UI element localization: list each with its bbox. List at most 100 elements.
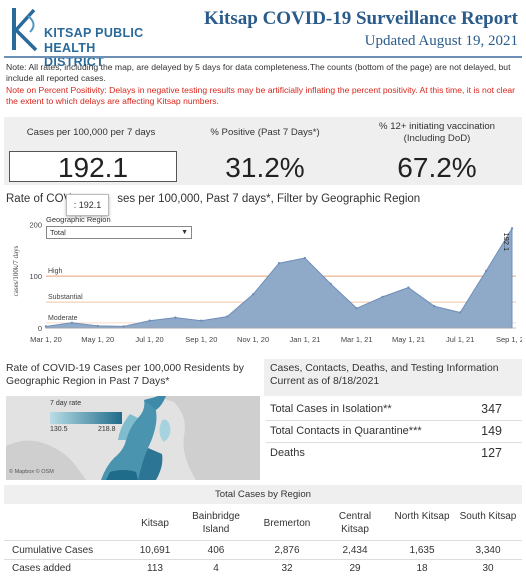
table-cell: 2,434 [342, 545, 368, 556]
region-table-divider [4, 540, 522, 541]
bainbridge-region[interactable] [159, 419, 171, 442]
cases-rate-point [148, 319, 151, 322]
x-tick-label: Sep 1, 21 [496, 335, 522, 344]
level-label: Substantial [48, 294, 83, 301]
region-map-graphic[interactable] [6, 396, 260, 480]
x-tick-label: Jan 1, 21 [289, 335, 320, 344]
cases-rate-point [484, 269, 488, 273]
cases-rate-point [510, 227, 514, 230]
chart-title-end: ses per 100,000, Past 7 days*, Filter by… [117, 193, 421, 205]
level-label: High [48, 268, 63, 275]
level-label: Moderate [48, 315, 78, 322]
cases-rate-point [44, 325, 48, 328]
x-tick-label: Jul 1, 21 [446, 335, 474, 344]
col-header-bremerton: Bremerton [263, 518, 311, 529]
info-row-deaths: Deaths 127 [266, 442, 522, 464]
kpi-cases-box[interactable] [9, 151, 177, 182]
region-filter-label: Geographic Region [46, 215, 111, 224]
logo-text-line1: KITSAP PUBLIC [44, 26, 144, 40]
info-row-label: Deaths [270, 447, 305, 459]
x-tick-label: Mar 1, 20 [30, 335, 62, 344]
y-tick-label: 200 [29, 220, 42, 229]
map-legend-title: 7 day rate [50, 400, 82, 407]
kpi-positive-label: % Positive (Past 7 Days*) [210, 127, 320, 138]
map-attribution[interactable]: © Mapbox © OSM [9, 469, 54, 475]
info-title: Cases, Contacts, Deaths, and Testing Inf… [270, 363, 499, 387]
map-legend-min: 130.5 [50, 426, 68, 433]
x-tick-label: May 1, 21 [392, 335, 425, 344]
info-row-value: 127 [481, 446, 502, 460]
cases-rate-point [459, 311, 462, 314]
header-divider [4, 56, 522, 58]
region-table-divider [4, 559, 522, 560]
cases-rate-point [70, 321, 74, 325]
x-tick-label: Jul 1, 20 [135, 335, 163, 344]
y-tick-label: 0 [38, 324, 42, 333]
kphd-logo-mark-icon [12, 8, 38, 52]
info-row-isolation: Total Cases in Isolation** 347 [266, 398, 522, 420]
kpi-vaccination-label: % 12+ initiating vaccination (Including … [379, 121, 495, 144]
cases-rate-point [381, 295, 384, 299]
table-cell: 1,635 [409, 545, 435, 556]
bremerton-region[interactable] [118, 414, 138, 440]
table-cell: 29 [349, 563, 361, 574]
x-tick-label: Sep 1, 20 [185, 335, 217, 344]
info-divider [266, 420, 522, 421]
table-cell: 3,340 [475, 545, 501, 556]
info-row-label: Total Contacts in Quarantine*** [270, 425, 422, 437]
cases-rate-point [251, 293, 255, 296]
region-filter-select[interactable]: Total ▼ [46, 226, 192, 239]
table-cell: 10,691 [139, 545, 171, 556]
cases-rate-point [407, 286, 410, 289]
kpi-positive-value: 31.2% [225, 152, 305, 183]
chart-tooltip-value: 192.1 [78, 200, 102, 210]
region-map[interactable]: 7 day rate 130.5 218.8 © Mapbox © OSM [6, 396, 260, 480]
y-axis-label: cases/100k/7 days [12, 245, 20, 296]
table-cell: 406 [207, 545, 225, 556]
kphd-logo: KITSAP PUBLIC HEALTH DISTRICT [6, 4, 156, 69]
x-tick-label: Nov 1, 20 [237, 335, 269, 344]
row-label-added: Cases added [12, 563, 71, 574]
info-header-band [264, 359, 522, 396]
logo-text-line2: HEALTH DISTRICT [44, 41, 105, 69]
note-general: Note: All rates, including the map, are … [6, 62, 511, 83]
region-table-title: Total Cases by Region [215, 489, 311, 500]
info-row-value: 149 [481, 424, 502, 438]
rate-chart[interactable]: High Substantial Moderate 0 100 200 cases/100k… [4, 212, 522, 352]
cases-rate-point [355, 307, 358, 310]
chart-tooltip: : 192.1 [66, 194, 109, 216]
cases-rate-point [277, 262, 281, 265]
table-cell: 2,876 [274, 545, 300, 556]
cases-rate-point [433, 305, 436, 308]
map-legend-max: 218.8 [98, 426, 116, 433]
x-tick-label: Mar 1, 21 [341, 335, 373, 344]
kpi-cases-label: Cases per 100,000 per 7 days [26, 127, 156, 138]
table-cell: 30 [482, 563, 494, 574]
col-header-bainbridge: Bainbridge Island [192, 511, 240, 535]
south-kitsap-region[interactable] [138, 448, 163, 480]
info-row-value: 347 [481, 402, 502, 416]
chart-title: Rate of COV ses per 100,000, Past 7 days*… [6, 193, 420, 205]
map-legend-gradient [50, 412, 122, 424]
cases-rate-point [303, 256, 307, 260]
table-cell: 113 [147, 563, 163, 574]
kpi-vaccination-value: 67.2% [397, 152, 477, 183]
end-value-label: 192.1 [502, 232, 511, 251]
kpi-cases-value: 192.1 [57, 152, 129, 183]
north-kitsap-region[interactable] [144, 396, 166, 410]
table-cell: 32 [281, 563, 293, 574]
central-kitsap-region[interactable] [101, 398, 157, 480]
region-table-header-band [4, 485, 522, 504]
cases-rate-point [174, 316, 177, 319]
col-header-central: Central Kitsap [338, 511, 372, 535]
chevron-down-icon: ▼ [181, 229, 188, 236]
col-header-north: North Kitsap [394, 511, 450, 522]
updated-date: Updated August 19, 2021 [364, 33, 518, 49]
cases-rate-point [200, 319, 203, 322]
table-cell: 18 [416, 563, 428, 574]
cases-rate-area [45, 226, 513, 329]
note-positivity: Note on Percent Positivity: Delays in ne… [6, 85, 516, 106]
col-header-kitsap: Kitsap [141, 518, 169, 529]
y-tick-label: 100 [29, 272, 42, 281]
cases-rate-point [122, 325, 125, 328]
